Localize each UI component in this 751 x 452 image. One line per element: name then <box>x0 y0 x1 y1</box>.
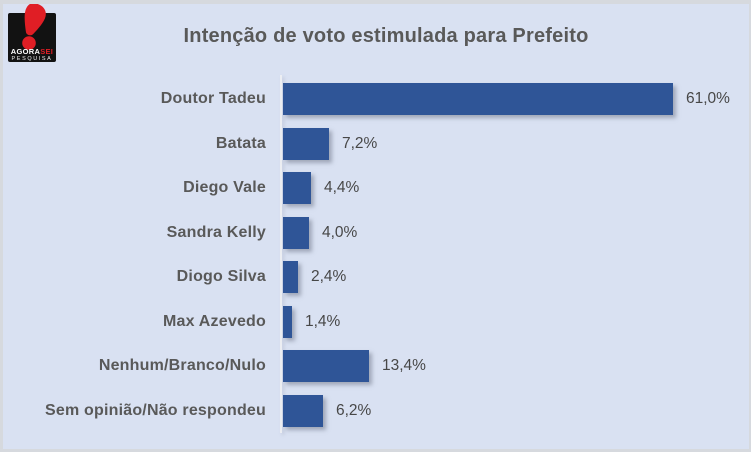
bar-rows: Doutor Tadeu 61,0% Batata 7,2% Diego Val… <box>3 77 749 433</box>
plot-area: 4,0% <box>266 216 749 249</box>
category-label: Doutor Tadeu <box>160 90 266 108</box>
plot-area: 7,2% <box>266 127 749 160</box>
value-label: 6,2% <box>336 401 372 419</box>
value-label: 4,0% <box>322 223 358 241</box>
bar-diogo-silva <box>283 261 298 294</box>
value-label: 4,4% <box>324 179 360 197</box>
logo-brand-primary: AGORA <box>10 47 41 56</box>
value-label: 61,0% <box>686 90 730 108</box>
plot-area: 13,4% <box>266 350 749 383</box>
plot-area: 4,4% <box>266 172 749 205</box>
value-label: 1,4% <box>305 312 341 330</box>
plot-area: 61,0% <box>266 83 749 116</box>
chart-row-nenhum-branco-nulo: Nenhum/Branco/Nulo 13,4% <box>3 344 749 389</box>
plot-area: 6,2% <box>266 394 749 427</box>
bar-doutor-tadeu <box>283 83 673 116</box>
category-label: Sandra Kelly <box>166 223 266 241</box>
category-label: Nenhum/Branco/Nulo <box>98 357 266 375</box>
category-label: Diogo Silva <box>176 268 266 286</box>
bar-sem-opiniao <box>283 394 323 427</box>
chart-row-sandra-kelly: Sandra Kelly 4,0% <box>3 211 749 256</box>
plot-area: 2,4% <box>266 261 749 294</box>
bar-nenhum-branco-nulo <box>283 350 369 383</box>
chart-row-batata: Batata 7,2% <box>3 122 749 167</box>
category-label: Max Azevedo <box>163 312 266 330</box>
chart-row-diego-vale: Diego Vale 4,4% <box>3 166 749 211</box>
exclamation-icon <box>22 4 46 50</box>
category-label: Diego Vale <box>183 179 266 197</box>
value-label: 13,4% <box>382 357 426 375</box>
chart-row-max-azevedo: Max Azevedo 1,4% <box>3 300 749 345</box>
chart-row-diogo-silva: Diogo Silva 2,4% <box>3 255 749 300</box>
agorasei-logo: AGORASEI PESQUISA <box>8 4 56 64</box>
category-label: Sem opinião/Não respondeu <box>44 401 266 419</box>
logo-brand-text: AGORASEI <box>8 48 56 56</box>
chart-canvas: AGORASEI PESQUISA Intenção de voto estim… <box>3 4 749 449</box>
bar-diego-vale <box>283 172 311 205</box>
logo-subtitle: PESQUISA <box>11 56 53 62</box>
bar-batata <box>283 127 329 160</box>
value-label: 2,4% <box>311 268 347 286</box>
chart-row-doutor-tadeu: Doutor Tadeu 61,0% <box>3 77 749 122</box>
bar-max-azevedo <box>283 305 292 338</box>
bar-sandra-kelly <box>283 216 309 249</box>
chart-title: Intenção de voto estimulada para Prefeit… <box>183 25 589 47</box>
chart-row-sem-opiniao: Sem opinião/Não respondeu 6,2% <box>3 389 749 434</box>
plot-area: 1,4% <box>266 305 749 338</box>
y-axis-line <box>280 75 282 433</box>
value-label: 7,2% <box>342 134 378 152</box>
logo-brand-accent: SEI <box>40 47 54 56</box>
category-label: Batata <box>215 134 266 152</box>
